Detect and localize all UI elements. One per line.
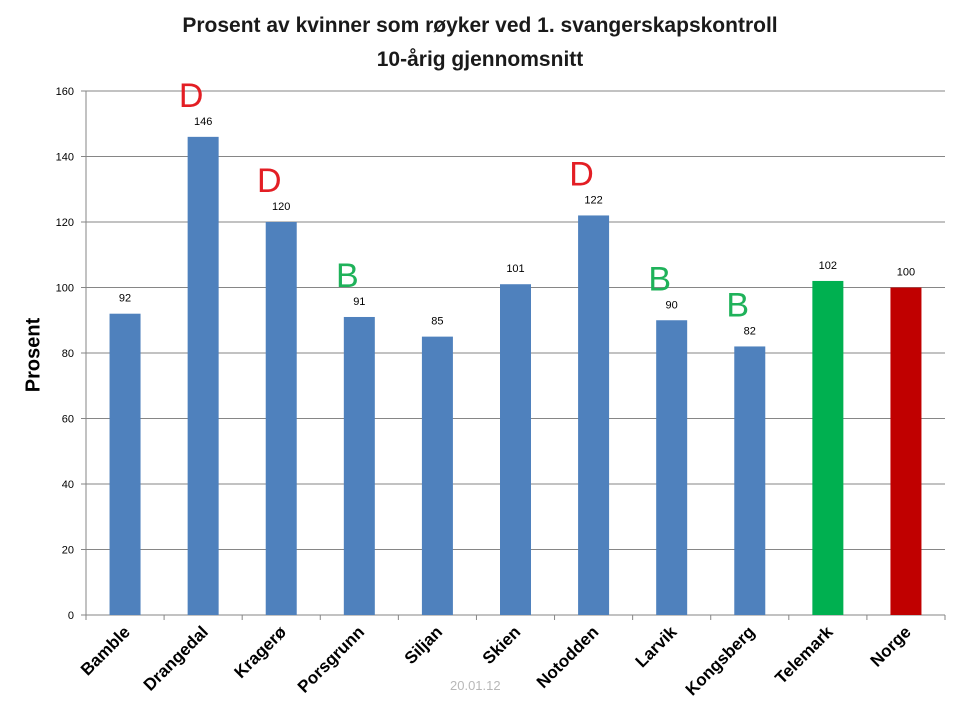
footer-date: 20.01.12 [450, 678, 501, 693]
bar [656, 320, 688, 615]
data-label: 90 [666, 299, 678, 311]
x-tick-label: Drangedal [140, 622, 212, 694]
data-label: 122 [584, 194, 602, 206]
bar [421, 336, 453, 615]
y-tick-label: 40 [62, 479, 74, 491]
x-tick-label: Kongsberg [682, 622, 759, 699]
annotation-label: B [336, 257, 359, 295]
annotation-label: D [179, 77, 204, 115]
data-label: 100 [897, 267, 915, 279]
x-tick-label: Siljan [401, 622, 447, 668]
x-tick-label: Skien [479, 622, 525, 668]
data-label: 91 [353, 296, 365, 308]
data-label: 82 [744, 325, 756, 337]
x-tick-label: Kragerø [231, 622, 291, 682]
data-label: 92 [119, 293, 131, 305]
x-tick-label: Larvik [632, 622, 681, 671]
bar [343, 316, 375, 615]
data-label: 120 [272, 201, 290, 213]
bar [578, 215, 610, 615]
data-label: 101 [506, 263, 524, 275]
chart-title-line-2: 10-årig gjennomsnitt [376, 48, 584, 71]
bar [265, 222, 297, 615]
y-tick-label: 160 [56, 86, 74, 98]
data-label: 102 [819, 260, 837, 272]
y-tick-label: 100 [56, 283, 74, 295]
bar [812, 280, 844, 615]
bar [109, 313, 141, 615]
data-label: 146 [194, 116, 212, 128]
x-tick-label: Notodden [533, 622, 603, 692]
x-tick-label: Telemark [771, 622, 837, 688]
y-tick-label: 80 [62, 348, 74, 360]
y-tick-label: 20 [62, 545, 74, 557]
x-tick-label: Porsgrunn [294, 622, 368, 696]
annotation-label: D [569, 155, 594, 193]
y-tick-label: 140 [56, 152, 74, 164]
y-tick-label: 120 [56, 217, 74, 229]
annotation-label: B [726, 286, 749, 324]
annotation-label: D [257, 162, 282, 200]
data-label: 85 [431, 316, 443, 328]
bar [187, 136, 219, 615]
bar [890, 287, 922, 615]
x-tick-label: Bamble [77, 622, 134, 679]
x-tick-label: Norge [867, 622, 915, 670]
chart-title-line-1: Prosent av kvinner som røyker ved 1. sva… [182, 14, 778, 37]
bar [500, 284, 531, 615]
bar [734, 346, 766, 615]
annotation-label: B [648, 260, 671, 298]
y-tick-label: 0 [68, 610, 74, 622]
y-tick-label: 60 [62, 414, 74, 426]
